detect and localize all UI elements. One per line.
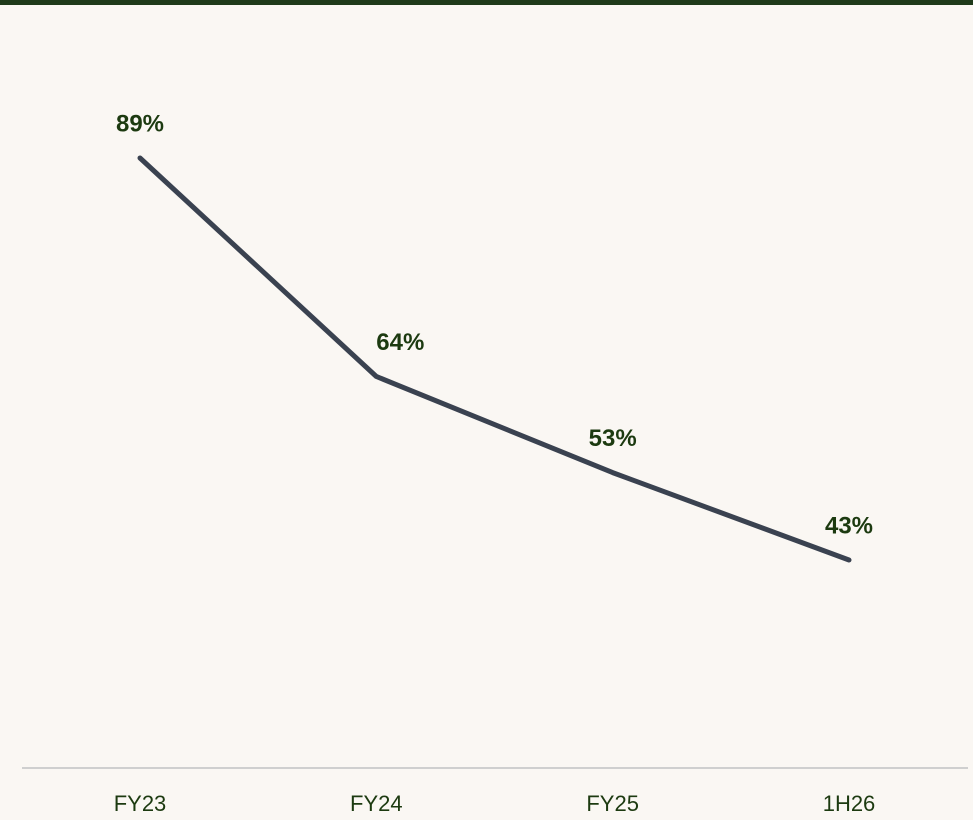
top-border [0, 0, 973, 5]
x-tick-label: FY24 [350, 791, 403, 816]
data-label: 89% [116, 110, 164, 137]
x-tick-label: 1H26 [823, 791, 876, 816]
data-label: 53% [589, 425, 637, 452]
x-tick-label: FY25 [586, 791, 639, 816]
data-label: 43% [825, 512, 873, 539]
x-tick-label: FY23 [114, 791, 167, 816]
data-label: 64% [376, 329, 424, 356]
line [137, 155, 852, 563]
